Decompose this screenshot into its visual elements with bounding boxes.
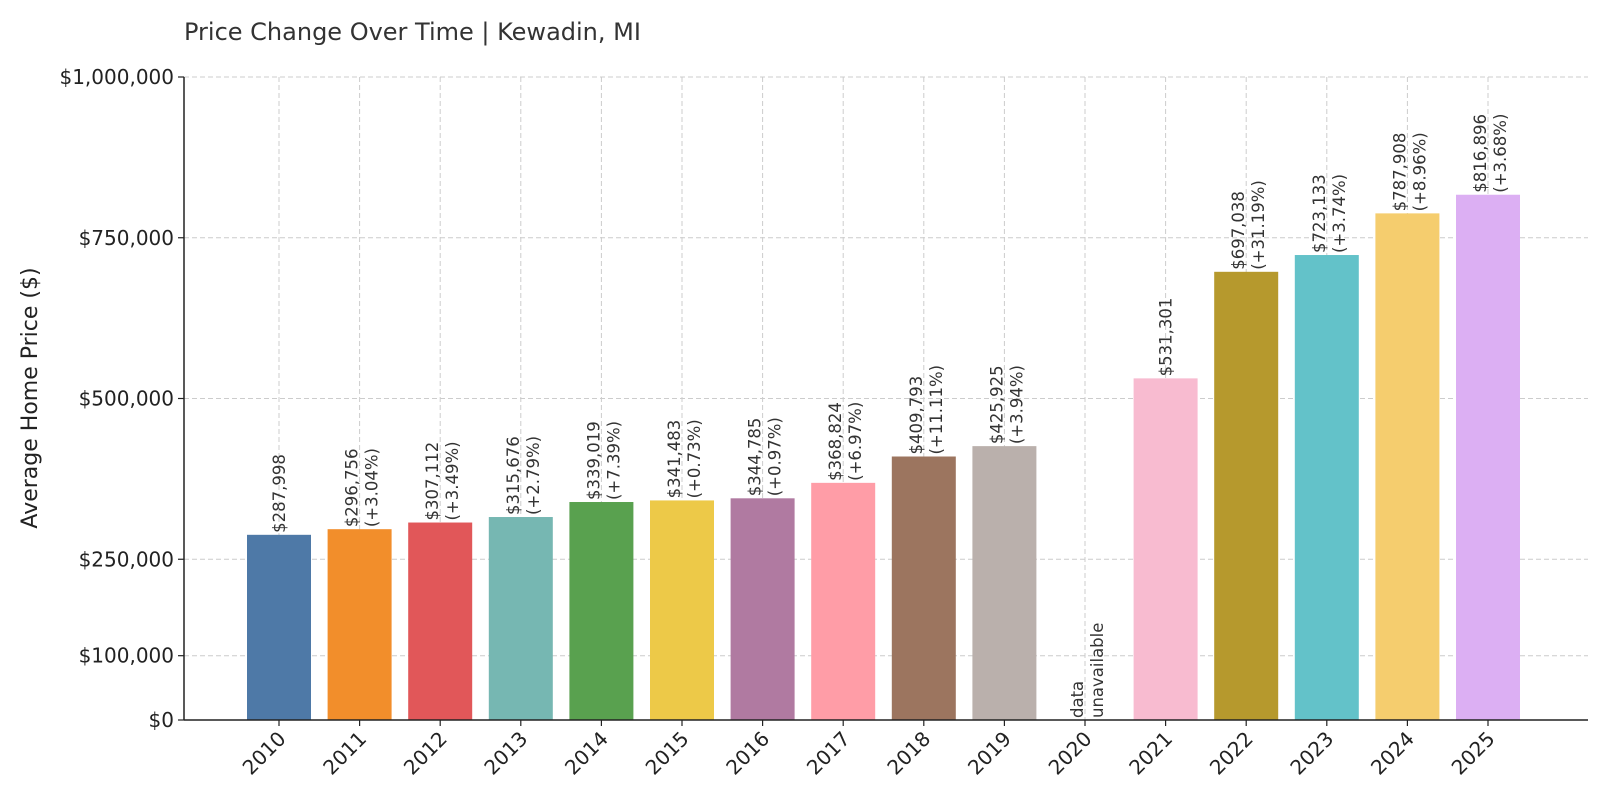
x-tick-label: 2023 (1285, 727, 1338, 780)
bar-change-label: (+3.04%) (363, 448, 382, 527)
bar-2013 (488, 517, 553, 720)
bar-2018 (891, 456, 956, 720)
bar-2011 (327, 529, 392, 720)
bar-value-label: $287,998 (270, 454, 289, 533)
bar-2021 (1133, 378, 1198, 720)
x-tick-label: 2018 (882, 727, 935, 780)
chart-title: Price Change Over Time | Kewadin, MI (184, 18, 641, 46)
bar-2014 (569, 502, 634, 720)
bar-change-label: (+3.74%) (1330, 174, 1349, 253)
bar-change-label: (+3.68%) (1491, 114, 1510, 193)
x-tick-labels: 2010 2011 2012 2013 2014 2015 2016 2017 2018 2019… (238, 727, 1500, 780)
bar-2019 (972, 446, 1037, 720)
bar-value-labels: $287,998 $296,756 (+3.04%) $307,112 (+3.49%)… (270, 114, 1510, 718)
y-tick-label: $250,000 (79, 547, 174, 571)
bar-value-label: $296,756 (343, 448, 362, 527)
y-tick-label: $100,000 (79, 644, 174, 668)
x-tick-label: 2014 (560, 727, 613, 780)
bar-value-label: $315,676 (504, 436, 523, 515)
x-tick-label: 2011 (318, 727, 371, 780)
bar-value-label: $341,483 (665, 420, 684, 499)
axes (178, 76, 1588, 726)
bar-value-label: $307,112 (423, 442, 442, 521)
bar-2025 (1456, 194, 1520, 721)
bar-value-label: $531,301 (1157, 298, 1176, 377)
bar-change-label: (+3.49%) (443, 441, 462, 520)
bar-value-label: $697,038 (1229, 191, 1248, 270)
y-tick-label: $750,000 (79, 226, 174, 250)
bar-2016 (730, 498, 795, 720)
x-tick-label: 2025 (1447, 727, 1500, 780)
x-tick-label: 2012 (399, 727, 452, 780)
x-tick-label: 2019 (963, 727, 1016, 780)
bar-change-label: (+0.97%) (766, 417, 785, 496)
x-tick-label: 2016 (721, 727, 774, 780)
x-tick-label: 2020 (1044, 727, 1097, 780)
bar-2012 (408, 522, 473, 720)
x-tick-label: 2021 (1124, 727, 1177, 780)
x-tick-label: 2010 (238, 727, 291, 780)
bar-change-label: (+7.39%) (604, 421, 623, 500)
bar-value-label: $425,925 (987, 365, 1006, 444)
bar-value-label: $339,019 (584, 421, 603, 500)
bar-change-label: (+31.19%) (1249, 180, 1268, 270)
x-tick-label: 2015 (641, 727, 694, 780)
bar-change-label: (+8.96%) (1410, 132, 1429, 211)
y-tick-label: $1,000,000 (59, 65, 174, 89)
x-tick-label: 2022 (1205, 727, 1258, 780)
y-tick-labels: $0 $100,000 $250,000 $500,000 $750,000 $1,000… (59, 65, 174, 732)
bar-value-label: $787,908 (1390, 133, 1409, 212)
bar-2017 (811, 482, 876, 720)
bars (247, 194, 1520, 721)
bar-value-label: $344,785 (746, 418, 765, 497)
bar-change-label: (+6.97%) (846, 402, 865, 481)
bar-2010 (247, 534, 311, 720)
bar-change-label: (+11.11%) (927, 365, 946, 455)
bar-value-label: data (1068, 681, 1087, 718)
bar-2022 (1214, 271, 1279, 720)
bar-change-label: (+2.79%) (524, 436, 543, 515)
y-axis-label: Average Home Price ($) (18, 267, 43, 528)
x-tick-label: 2017 (802, 727, 855, 780)
bar-2024 (1375, 213, 1440, 720)
bar-change-label: (+0.73%) (685, 419, 704, 498)
bar-value-label: $409,793 (907, 376, 926, 455)
y-tick-label: $0 (149, 708, 174, 732)
bar-change-label: unavailable (1088, 623, 1107, 718)
bar-2023 (1294, 255, 1359, 720)
bar-value-label: $816,896 (1471, 114, 1490, 193)
x-tick-label: 2013 (479, 727, 532, 780)
bar-change-label: (+3.94%) (1007, 365, 1026, 444)
y-tick-label: $500,000 (79, 387, 174, 411)
x-tick-label: 2024 (1366, 727, 1419, 780)
bar-2015 (650, 500, 714, 720)
bar-value-label: $723,133 (1310, 174, 1329, 253)
bar-value-label: $368,824 (826, 402, 845, 481)
